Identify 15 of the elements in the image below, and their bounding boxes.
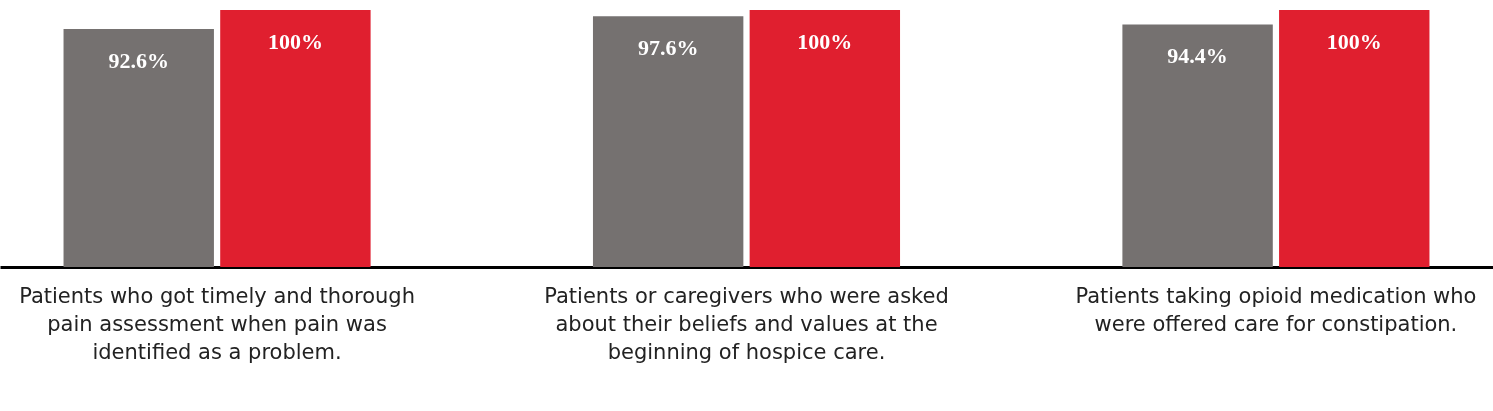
bar: [220, 10, 371, 267]
bar: [63, 29, 214, 267]
bar: [1279, 10, 1430, 267]
data-label: 92.6%: [108, 48, 169, 74]
x-tick-label: Patients taking opioid medication who were offered care for constipation.: [1075, 283, 1477, 336]
x-tick-label: Patients or caregivers who were asked about their beliefs and values at the beginning of hospice care.: [544, 283, 949, 364]
data-label: 97.6%: [637, 35, 699, 61]
data-label: 100%: [797, 29, 853, 54]
data-label: 100%: [267, 29, 323, 54]
data-label: 100%: [1326, 29, 1382, 54]
bar: [749, 10, 901, 267]
bar: [1122, 24, 1273, 267]
x-tick-label: Patients who got timely and thorough pain assessment when pain was identified as a problem.: [19, 283, 415, 364]
bar: [592, 16, 744, 267]
data-label: 94.4%: [1167, 43, 1228, 69]
